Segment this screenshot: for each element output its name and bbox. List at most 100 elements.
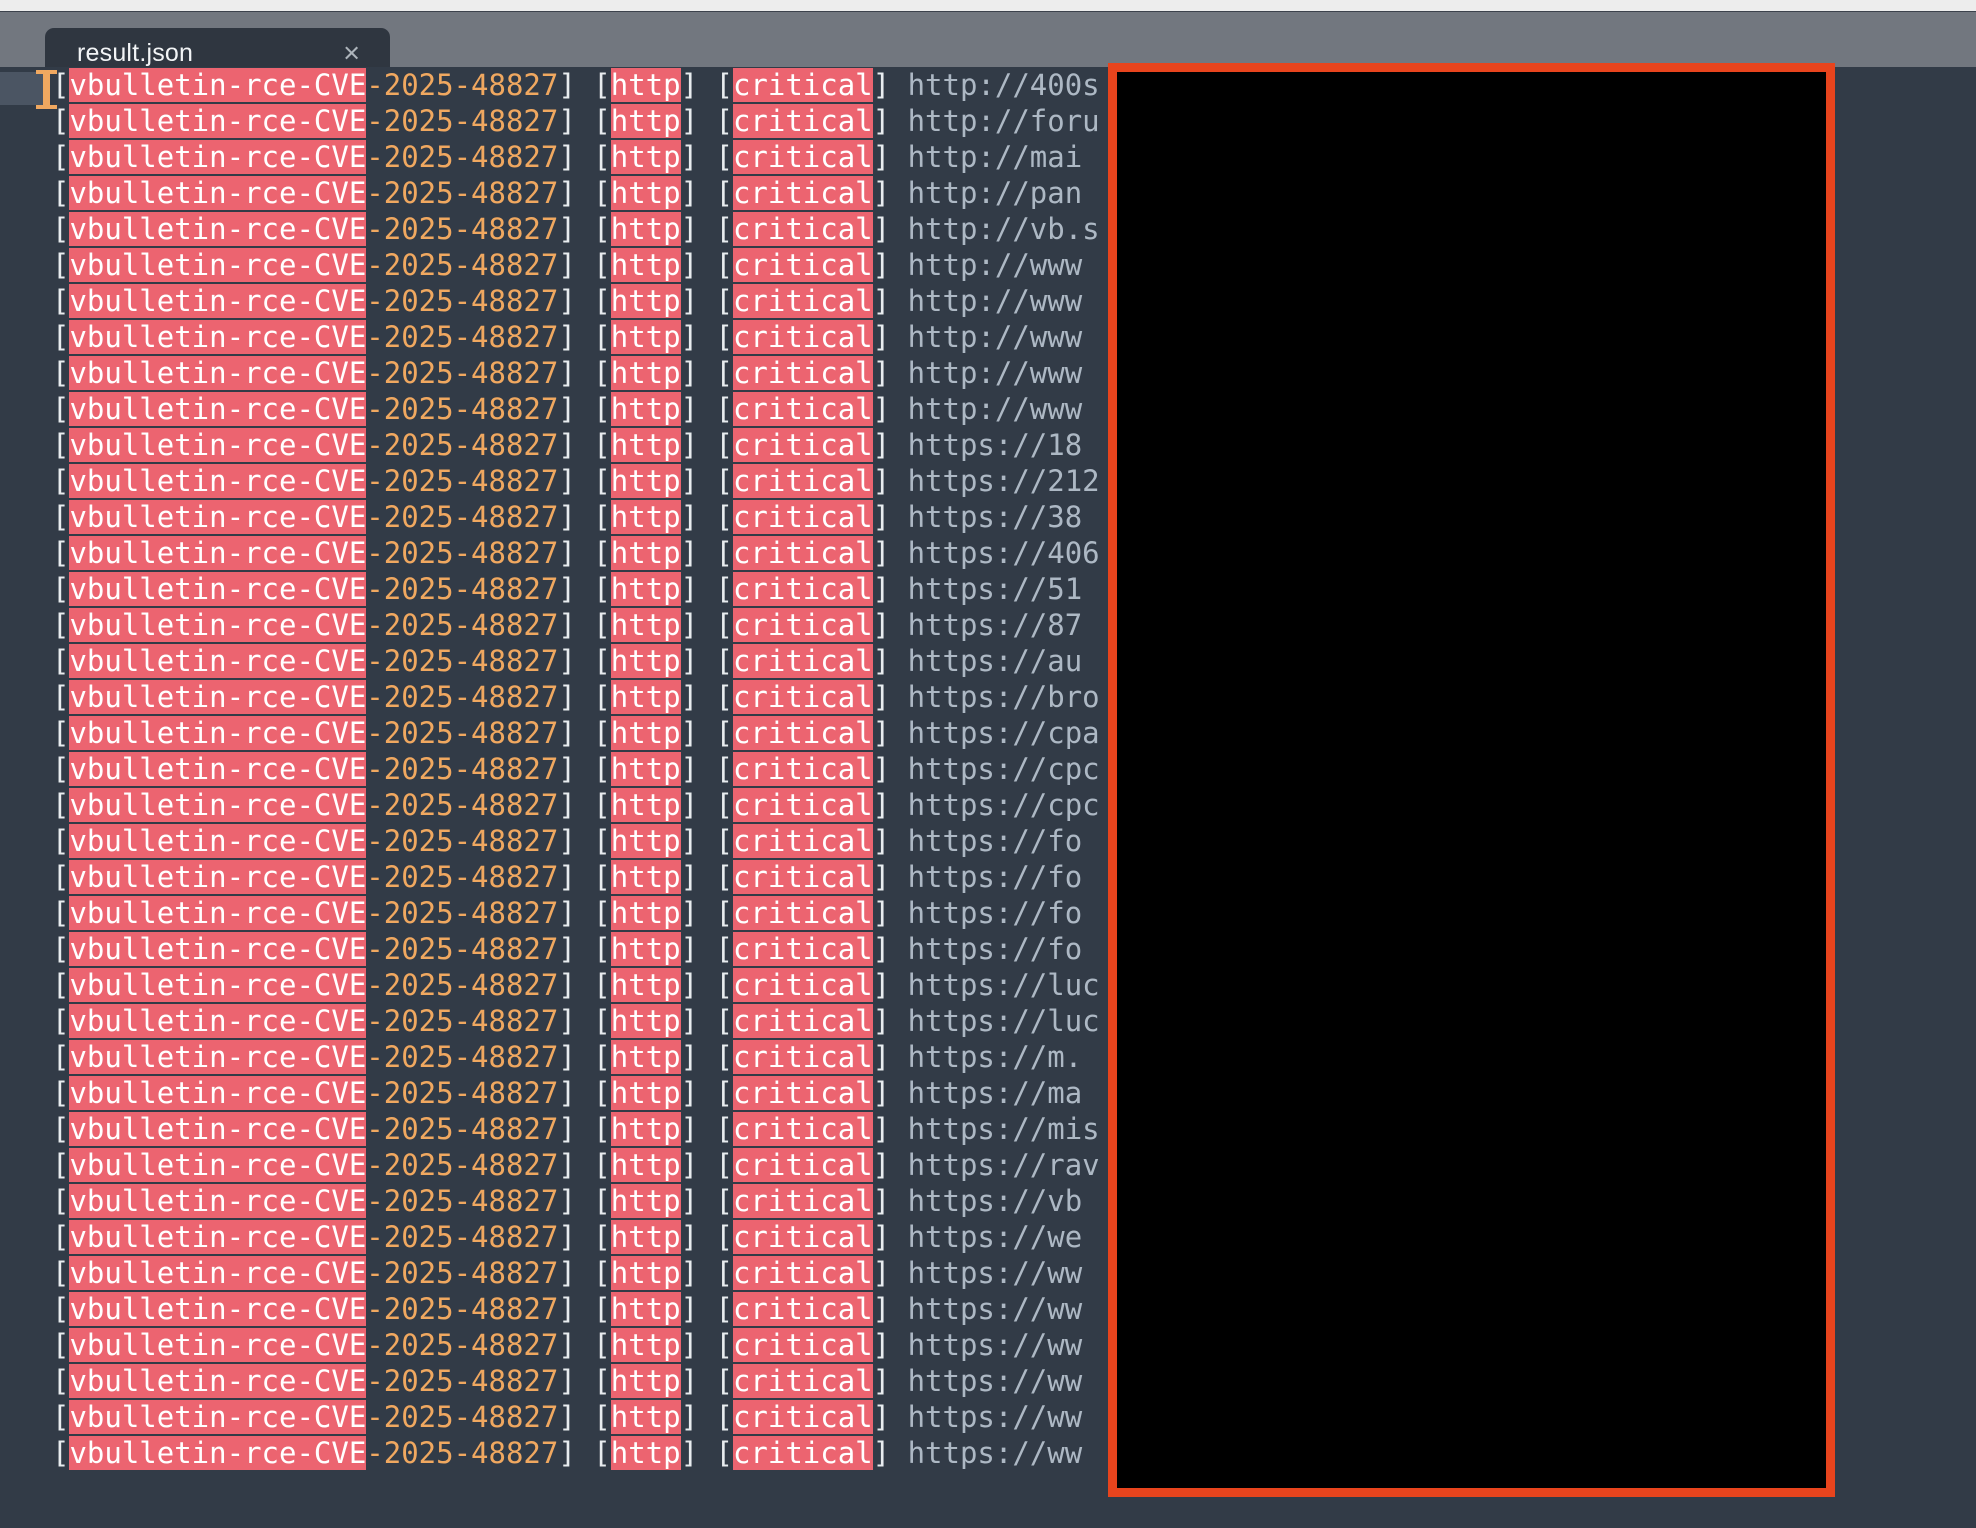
bracket-open: [ [715, 788, 733, 822]
bracket-open: [ [715, 1256, 733, 1290]
editor-line: [vbulletin-rce-CVE-2025-48827] [http] [c… [0, 1183, 1100, 1219]
template-id-match: vbulletin-rce-CVE [69, 644, 367, 678]
target-url: https://bro [907, 680, 1100, 714]
bracket-close: ] [872, 1076, 908, 1110]
cve-number: -2025-48827 [366, 536, 559, 570]
bracket-open: [ [715, 860, 733, 894]
bracket-close: ] [872, 1256, 908, 1290]
template-id-match: vbulletin-rce-CVE [69, 932, 367, 966]
target-url: https://we [907, 1220, 1083, 1254]
editor-line: [vbulletin-rce-CVE-2025-48827] [http] [c… [0, 535, 1100, 571]
severity-tag-match: critical [732, 536, 873, 570]
bracket-open: [ [715, 752, 733, 786]
cve-number: -2025-48827 [366, 176, 559, 210]
bracket-open: [ [593, 752, 611, 786]
severity-tag-match: critical [732, 356, 873, 390]
cve-number: -2025-48827 [366, 1112, 559, 1146]
target-url: https://ww [907, 1292, 1083, 1326]
severity-tag-match: critical [732, 284, 873, 318]
bracket-open: [ [715, 1436, 733, 1470]
template-id-match: vbulletin-rce-CVE [69, 752, 367, 786]
target-url: https://fo [907, 860, 1083, 894]
bracket-close: ] [680, 1148, 716, 1182]
severity-tag-match: critical [732, 1076, 873, 1110]
bracket-open: [ [593, 824, 611, 858]
bracket-close: ] [558, 140, 594, 174]
cve-number: -2025-48827 [366, 1436, 559, 1470]
bracket-open: [ [52, 284, 70, 318]
bracket-close: ] [558, 500, 594, 534]
bracket-close: ] [680, 1076, 716, 1110]
bracket-open: [ [593, 500, 611, 534]
bracket-open: [ [593, 1004, 611, 1038]
editor-line: [vbulletin-rce-CVE-2025-48827] [http] [c… [0, 1003, 1100, 1039]
bracket-open: [ [715, 212, 733, 246]
bracket-open: [ [593, 284, 611, 318]
bracket-open: [ [52, 536, 70, 570]
bracket-close: ] [872, 284, 908, 318]
bracket-open: [ [593, 1256, 611, 1290]
target-url: https://51 [907, 572, 1083, 606]
editor-line: [vbulletin-rce-CVE-2025-48827] [http] [c… [0, 463, 1100, 499]
bracket-close: ] [680, 788, 716, 822]
bracket-open: [ [52, 752, 70, 786]
target-url: https://fo [907, 896, 1083, 930]
bracket-close: ] [680, 896, 716, 930]
bracket-open: [ [52, 248, 70, 282]
bracket-close: ] [558, 1004, 594, 1038]
bracket-open: [ [593, 464, 611, 498]
template-id-match: vbulletin-rce-CVE [69, 1112, 367, 1146]
template-id-match: vbulletin-rce-CVE [69, 824, 367, 858]
bracket-open: [ [593, 1400, 611, 1434]
severity-tag-match: critical [732, 1436, 873, 1470]
cve-number: -2025-48827 [366, 140, 559, 174]
bracket-close: ] [680, 1364, 716, 1398]
bracket-open: [ [52, 644, 70, 678]
cve-number: -2025-48827 [366, 1328, 559, 1362]
close-icon[interactable]: × [343, 37, 360, 69]
template-id-match: vbulletin-rce-CVE [69, 1436, 367, 1470]
template-id-match: vbulletin-rce-CVE [69, 788, 367, 822]
cve-number: -2025-48827 [366, 428, 559, 462]
bracket-close: ] [872, 68, 908, 102]
bracket-open: [ [715, 464, 733, 498]
severity-tag-match: critical [732, 608, 873, 642]
severity-tag-match: critical [732, 1400, 873, 1434]
template-id-match: vbulletin-rce-CVE [69, 608, 367, 642]
cve-number: -2025-48827 [366, 932, 559, 966]
bracket-close: ] [872, 1112, 908, 1146]
severity-tag-match: critical [732, 392, 873, 426]
template-id-match: vbulletin-rce-CVE [69, 428, 367, 462]
editor-line: [vbulletin-rce-CVE-2025-48827] [http] [c… [0, 139, 1100, 175]
bracket-close: ] [558, 680, 594, 714]
protocol-tag-match: http [610, 1328, 681, 1362]
bracket-close: ] [872, 140, 908, 174]
bracket-open: [ [715, 500, 733, 534]
bracket-close: ] [680, 716, 716, 750]
bracket-open: [ [715, 1328, 733, 1362]
bracket-open: [ [52, 1328, 70, 1362]
bracket-open: [ [593, 1112, 611, 1146]
protocol-tag-match: http [610, 536, 681, 570]
protocol-tag-match: http [610, 824, 681, 858]
bracket-open: [ [593, 608, 611, 642]
bracket-open: [ [715, 1400, 733, 1434]
template-id-match: vbulletin-rce-CVE [69, 500, 367, 534]
editor-line: [vbulletin-rce-CVE-2025-48827] [http] [c… [0, 391, 1100, 427]
bracket-open: [ [593, 1292, 611, 1326]
editor-line: [vbulletin-rce-CVE-2025-48827] [http] [c… [0, 283, 1100, 319]
target-url: http://400s [907, 68, 1100, 102]
bracket-open: [ [715, 680, 733, 714]
bracket-close: ] [680, 1004, 716, 1038]
bracket-close: ] [558, 1112, 594, 1146]
bracket-open: [ [593, 644, 611, 678]
cve-number: -2025-48827 [366, 212, 559, 246]
target-url: https://87 [907, 608, 1083, 642]
bracket-close: ] [680, 680, 716, 714]
bracket-open: [ [52, 68, 70, 102]
bracket-open: [ [52, 1292, 70, 1326]
bracket-open: [ [715, 1040, 733, 1074]
editor-line: [vbulletin-rce-CVE-2025-48827] [http] [c… [0, 175, 1100, 211]
bracket-close: ] [558, 824, 594, 858]
bracket-close: ] [558, 356, 594, 390]
